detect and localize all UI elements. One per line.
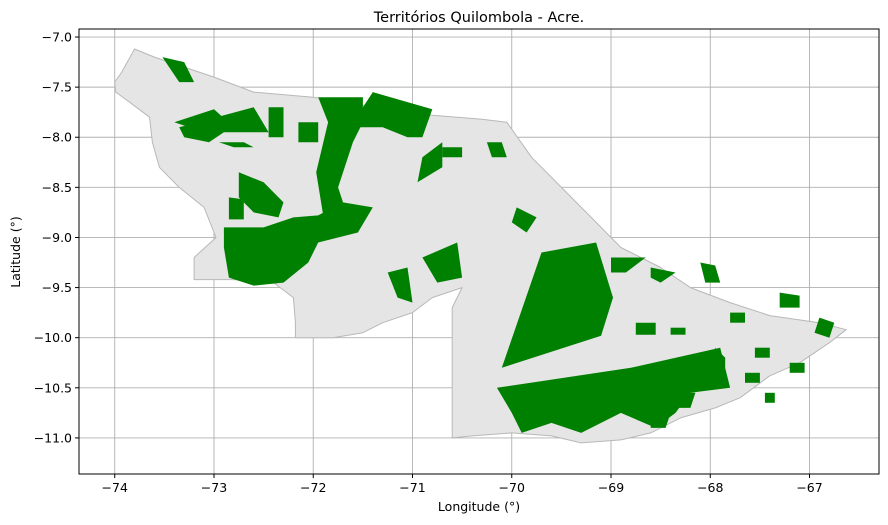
territory-polygon (298, 122, 319, 143)
x-tick-label: −73 (201, 480, 227, 495)
y-tick-label: −8.0 (42, 130, 72, 145)
territory-polygon (814, 317, 835, 338)
territory-polygon (442, 147, 463, 158)
y-tick-label: −10.0 (34, 330, 72, 345)
y-tick-label: −11.0 (34, 430, 72, 445)
y-tick-label: −8.5 (42, 180, 72, 195)
territory-polygon (700, 262, 721, 283)
territory-polygon (496, 347, 731, 433)
x-tick-label: −71 (399, 480, 425, 495)
territory-polygon (779, 292, 800, 308)
territory-polygon (223, 202, 373, 286)
territory-polygon (754, 347, 770, 358)
territory-polygon (268, 107, 284, 138)
territory-polygon (715, 347, 726, 368)
y-tick-label: −10.5 (34, 380, 72, 395)
territory-polygon (730, 312, 745, 323)
y-tick-label: −9.5 (42, 280, 72, 295)
x-tick-label: −70 (499, 480, 525, 495)
territory-polygon (635, 322, 656, 335)
state-boundary (114, 48, 847, 444)
territory-polygon (352, 92, 433, 138)
territory-polygon (501, 242, 613, 368)
x-tick-label: −74 (102, 480, 128, 495)
map-data-group (114, 48, 847, 444)
x-tick-label: −68 (697, 480, 723, 495)
territory-polygon (316, 97, 363, 216)
territory-polygon (422, 242, 463, 283)
y-axis-label: Latitude (°) (8, 216, 23, 287)
territory-polygon (789, 362, 805, 373)
territory-polygon (162, 57, 195, 83)
x-tick-label: −69 (598, 480, 624, 495)
territory-polygon (228, 197, 244, 220)
territory-polygon (675, 392, 696, 408)
y-tick-label: −9.0 (42, 230, 72, 245)
x-axis-label: Longitude (°) (438, 499, 520, 514)
territory-polygon (174, 109, 234, 133)
territory-polygon (650, 267, 676, 283)
territory-polygon (511, 207, 537, 233)
territory-polygon (764, 392, 775, 403)
x-tick-label: −67 (796, 480, 822, 495)
territory-polygon (611, 257, 646, 273)
chart-title: Territórios Quilombola - Acre. (373, 10, 585, 26)
territory-polygon (650, 412, 671, 428)
y-tick-label: −7.5 (42, 80, 72, 95)
territory-polygon (417, 142, 443, 183)
territory-polygon (670, 327, 686, 335)
y-tick-label: −7.0 (42, 30, 72, 45)
territory-polygon (387, 267, 413, 303)
territory-polygon (486, 142, 507, 158)
axes-frame (78, 28, 880, 475)
plot-area: −74 −73 −72 −71 −70 −69 −68 −67 −7.0 −7.5 −8.0 −8.5… (34, 28, 880, 495)
territory-polygon (745, 372, 760, 383)
territory-polygon (219, 142, 254, 148)
x-tick-label: −72 (300, 480, 326, 495)
territory-polygon (238, 172, 284, 218)
